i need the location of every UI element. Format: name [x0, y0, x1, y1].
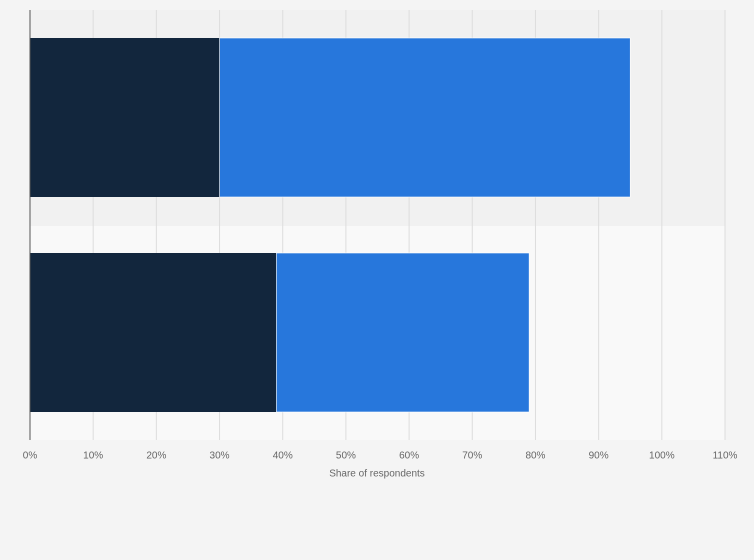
x-tick-label: 0%: [23, 451, 38, 462]
x-tick-label: 60%: [399, 451, 419, 462]
x-tick-label: 70%: [462, 451, 482, 462]
x-tick-label: 10%: [83, 451, 103, 462]
bar-segment: [276, 252, 530, 413]
bar-segment: [30, 38, 220, 197]
x-tick-label: 100%: [649, 451, 675, 462]
x-tick-label: 40%: [273, 451, 293, 462]
x-tick-label: 80%: [525, 451, 545, 462]
x-tick-label: 50%: [336, 451, 356, 462]
x-tick-label: 20%: [146, 451, 166, 462]
bar-segment: [219, 37, 631, 198]
bars: [30, 37, 631, 413]
x-tick-label: 90%: [589, 451, 609, 462]
x-tick-label: 110%: [713, 451, 738, 462]
bar-segment: [30, 253, 277, 412]
x-tick-label: 30%: [210, 451, 230, 462]
x-axis-title: Share of respondents: [329, 469, 425, 480]
